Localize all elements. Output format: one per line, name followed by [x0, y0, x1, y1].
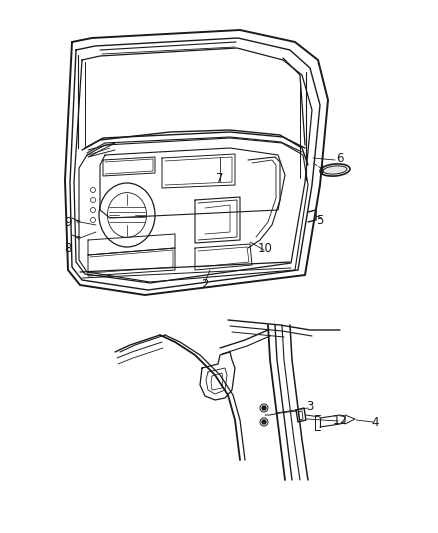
Text: 10: 10: [258, 241, 272, 254]
Circle shape: [262, 420, 266, 424]
Text: 7: 7: [216, 172, 224, 184]
Text: 3: 3: [306, 400, 314, 414]
Text: 2: 2: [201, 279, 209, 292]
Text: 6: 6: [336, 151, 344, 165]
Circle shape: [262, 406, 266, 410]
Text: 12: 12: [332, 414, 347, 426]
Ellipse shape: [323, 166, 347, 174]
Text: 8: 8: [64, 241, 72, 254]
Text: 4: 4: [371, 416, 379, 429]
Text: 9: 9: [64, 215, 72, 229]
Text: 5: 5: [316, 214, 324, 227]
